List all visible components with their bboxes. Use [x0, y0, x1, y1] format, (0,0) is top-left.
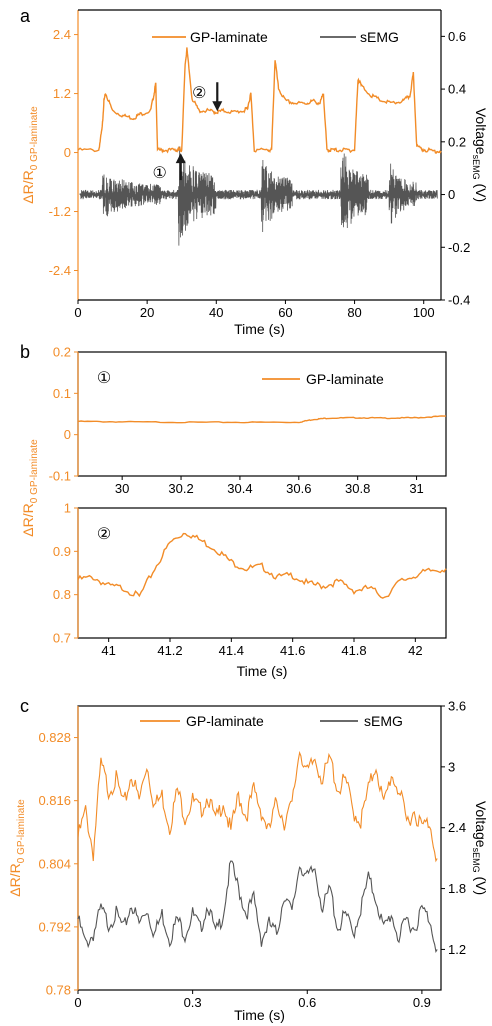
b-top-xtick-label-4: 30.8 [345, 481, 370, 496]
b-top-xtick-label-0: 30 [115, 481, 129, 496]
c-ytick-right-label-1: 1.8 [448, 881, 466, 896]
b-legend-label-gp: GP-laminate [306, 371, 384, 387]
c-ytick-left-label-1: 0.792 [38, 919, 71, 934]
b-ylabel: ΔR/R0 GP-laminate [20, 439, 40, 537]
panel-label-a: a [20, 6, 31, 26]
c-ytick-left-label-4: 0.828 [38, 730, 71, 745]
a-ylabel-right: VoltagesEMG (V) [471, 108, 489, 202]
b-top-annotation: ① [97, 370, 111, 387]
c-ytick-right-label-4: 3.6 [448, 699, 466, 714]
c-xtick-label-0: 0 [74, 995, 81, 1010]
c-legend-label-semg: sEMG [364, 713, 403, 729]
c-xlabel: Time (s) [234, 1007, 285, 1023]
c-series-semg [77, 860, 438, 954]
c-series-gp-laminate [77, 750, 438, 863]
b-bottom-series-gp-laminate [77, 532, 447, 599]
b-top-ytick-label-1: 0 [64, 427, 71, 442]
c-xtick-label-2: 0.6 [298, 995, 316, 1010]
a-xtick-label-5: 100 [413, 305, 435, 320]
c-ytick-left-label-0: 0.78 [46, 983, 71, 998]
a-ytick-right-label-1: -0.2 [448, 240, 470, 255]
c-frame [77, 705, 442, 991]
c-ytick-left-label-3: 0.816 [38, 793, 71, 808]
a-ytick-left-label-1: -1.2 [49, 204, 71, 219]
c-ytick-left-label-2: 0.804 [38, 856, 71, 871]
b-bottom-ytick-label-3: 1 [64, 501, 71, 516]
c-ytick-right-label-2: 2.4 [448, 820, 466, 835]
a-xtick-label-0: 0 [74, 305, 81, 320]
a-xtick-label-3: 60 [278, 305, 292, 320]
b-bottom-xtick-label-1: 41.2 [157, 643, 182, 658]
b-top-xtick-label-2: 30.4 [227, 481, 252, 496]
a-arrow-down-head [212, 101, 223, 112]
b-bottom-xtick-label-4: 41.8 [341, 643, 366, 658]
a-ytick-left-label-4: 2.4 [53, 27, 71, 42]
b-bottom-frame [77, 507, 447, 639]
b-top-xtick-label-5: 31 [409, 481, 423, 496]
a-ytick-left-label-3: 1.2 [53, 86, 71, 101]
panel-label-b: b [20, 342, 30, 362]
c-ylabel-left: ΔR/R0 GP-laminate [7, 799, 27, 897]
b-top-xtick-label-3: 30.6 [286, 481, 311, 496]
c-ytick-right-label-3: 3 [448, 759, 455, 774]
b-bottom-xtick-label-3: 41.6 [280, 643, 305, 658]
a-legend-label-gp: GP-laminate [190, 29, 268, 45]
a-xtick-label-2: 40 [209, 305, 223, 320]
a-ytick-right-label-2: 0 [448, 187, 455, 202]
b-top-ytick-label-2: 0.1 [53, 386, 71, 401]
b-bottom-ytick-label-0: 0.7 [53, 631, 71, 646]
a-ylabel-left: ΔR/R0 GP-laminate [20, 106, 40, 204]
b-bottom-ytick-label-2: 0.9 [53, 544, 71, 559]
panel-label-c: c [20, 696, 29, 716]
a-ytick-left-label-0: -2.4 [49, 263, 71, 278]
a-legend-label-semg: sEMG [360, 29, 399, 45]
a-series-semg [79, 146, 438, 246]
a-ytick-right-label-0: -0.4 [448, 293, 470, 308]
b-top-xtick-label-1: 30.2 [168, 481, 193, 496]
c-ytick-right-label-0: 1.2 [448, 942, 466, 957]
a-ytick-right-label-4: 0.4 [448, 82, 466, 97]
b-bottom-annotation: ② [97, 526, 111, 543]
b-xlabel: Time (s) [237, 663, 288, 679]
b-top-ytick-label-3: 0.2 [53, 345, 71, 360]
a-series-gp-laminate [77, 47, 442, 155]
b-bottom-xtick-label-2: 41.4 [219, 643, 244, 658]
a-xlabel: Time (s) [234, 321, 285, 337]
c-ylabel-right: VoltagesEMG (V) [471, 801, 489, 895]
c-xtick-label-1: 0.3 [184, 995, 202, 1010]
b-bottom-xtick-label-0: 41 [101, 643, 115, 658]
a-ytick-right-label-5: 0.6 [448, 29, 466, 44]
b-bottom-ytick-label-1: 0.8 [53, 587, 71, 602]
a-xtick-label-1: 20 [140, 305, 154, 320]
a-arrow-up-head [175, 153, 186, 164]
a-ytick-right-label-3: 0.2 [448, 134, 466, 149]
c-legend-label-gp: GP-laminate [186, 713, 264, 729]
b-bottom-xtick-label-5: 42 [408, 643, 422, 658]
b-top-ytick-label-0: -0.1 [49, 469, 71, 484]
c-xtick-label-3: 0.9 [413, 995, 431, 1010]
a-annotation-2: ② [192, 85, 206, 102]
b-top-frame [77, 351, 447, 477]
a-annotation-1: ① [153, 165, 167, 182]
a-ytick-left-label-2: 0 [64, 145, 71, 160]
a-xtick-label-4: 80 [347, 305, 361, 320]
b-top-series-gp-laminate [77, 415, 447, 424]
